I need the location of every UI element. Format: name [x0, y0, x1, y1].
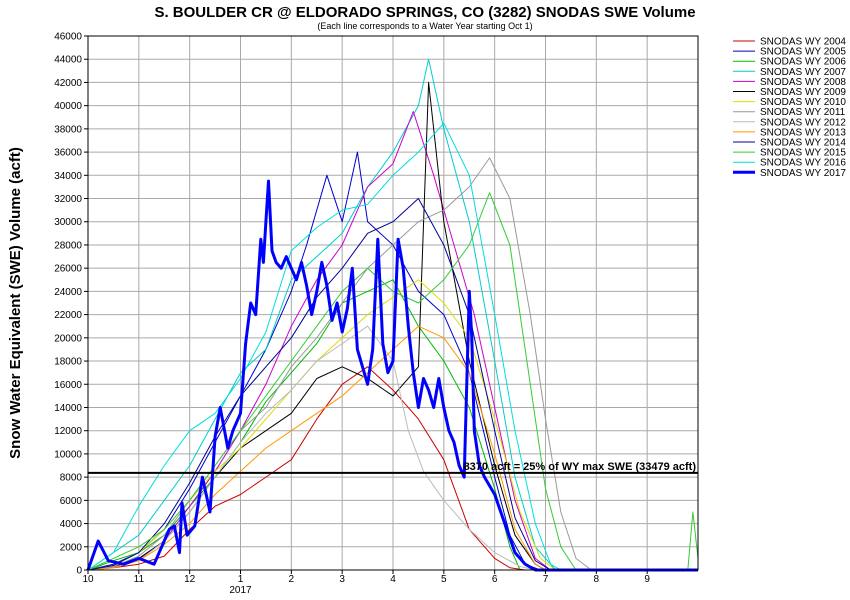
y-tick-label: 14000 [54, 403, 82, 414]
x-tick-label: 5 [441, 574, 447, 585]
x-tick-label: 11 [134, 574, 145, 585]
y-tick-label: 0 [76, 566, 82, 577]
x-tick-label: 6 [492, 574, 498, 585]
legend-label: SNODAS WY 2012 [760, 117, 846, 128]
y-tick-label: 36000 [54, 148, 82, 159]
x-tick-label: 2 [289, 574, 295, 585]
x-tick-label: 3 [339, 574, 345, 585]
series-line [87, 366, 698, 571]
x-tick-label: 12 [184, 574, 196, 585]
y-tick-label: 40000 [54, 101, 82, 112]
legend-label: SNODAS WY 2017 [760, 168, 846, 179]
legend-label: SNODAS WY 2006 [760, 57, 846, 68]
series-line [87, 111, 698, 571]
series-line [87, 157, 698, 571]
y-tick-label: 46000 [54, 32, 82, 43]
y-tick-label: 30000 [54, 217, 82, 228]
y-tick-label: 20000 [54, 333, 82, 344]
legend-label: SNODAS WY 2013 [760, 127, 846, 138]
legend-label: SNODAS WY 2010 [760, 97, 846, 108]
x-year-label: 2017 [229, 585, 252, 596]
y-tick-label: 42000 [54, 78, 82, 89]
y-tick-label: 44000 [54, 55, 82, 66]
gridlines [88, 35, 698, 571]
x-tick-label: 1 [238, 574, 244, 585]
y-tick-label: 8000 [60, 473, 83, 484]
y-tick-label: 18000 [54, 357, 82, 368]
axis-ticks: 0 2000 4000 6000 8000 10000 12000 14000 16000 180… [54, 32, 650, 597]
y-tick-label: 34000 [54, 171, 82, 182]
legend-label: SNODAS WY 2016 [760, 158, 846, 169]
y-tick-label: 4000 [60, 519, 83, 530]
x-tick-label: 7 [543, 574, 549, 585]
series-line [87, 325, 698, 571]
y-axis-label: Snow Water Equivalent (SWE) Volume (acft… [7, 147, 24, 459]
y-tick-label: 38000 [54, 124, 82, 135]
series-lines [86, 58, 699, 572]
y-tick-label: 32000 [54, 194, 82, 205]
x-tick-label: 10 [82, 574, 94, 585]
y-tick-label: 22000 [54, 310, 82, 321]
legend-label: SNODAS WY 2008 [760, 77, 846, 88]
reference-line-label: 8370 acft = 25% of WY max SWE (33479 acf… [464, 461, 697, 473]
legend-label: SNODAS WY 2009 [760, 87, 846, 98]
reference-line-group: 8370 acft = 25% of WY max SWE (33479 acf… [88, 461, 698, 474]
chart-title: S. BOULDER CR @ ELDORADO SPRINGS, CO (32… [154, 4, 695, 21]
legend-label: SNODAS WY 2007 [760, 67, 846, 78]
y-tick-label: 16000 [54, 380, 82, 391]
chart-subtitle: (Each line corresponds to a Water Year s… [317, 21, 532, 31]
y-tick-label: 6000 [60, 496, 83, 507]
y-tick-label: 2000 [60, 542, 83, 553]
y-tick-label: 10000 [54, 449, 82, 460]
legend-label: SNODAS WY 2011 [760, 107, 846, 118]
legend-label: SNODAS WY 2005 [760, 47, 846, 58]
series-line [87, 122, 698, 571]
x-tick-label: 8 [594, 574, 600, 585]
y-tick-label: 24000 [54, 287, 82, 298]
series-line [87, 58, 698, 571]
legend-label: SNODAS WY 2015 [760, 148, 846, 159]
series-line [87, 198, 698, 571]
series-line [87, 192, 699, 571]
series-line [87, 325, 698, 571]
legend-label: SNODAS WY 2004 [760, 37, 846, 48]
y-tick-label: 26000 [54, 264, 82, 275]
series-line [86, 179, 698, 572]
x-tick-label: 4 [390, 574, 396, 585]
x-tick-label: 9 [644, 574, 650, 585]
y-tick-label: 12000 [54, 426, 82, 437]
legend-label: SNODAS WY 2014 [760, 138, 846, 149]
y-tick-label: 28000 [54, 240, 82, 251]
